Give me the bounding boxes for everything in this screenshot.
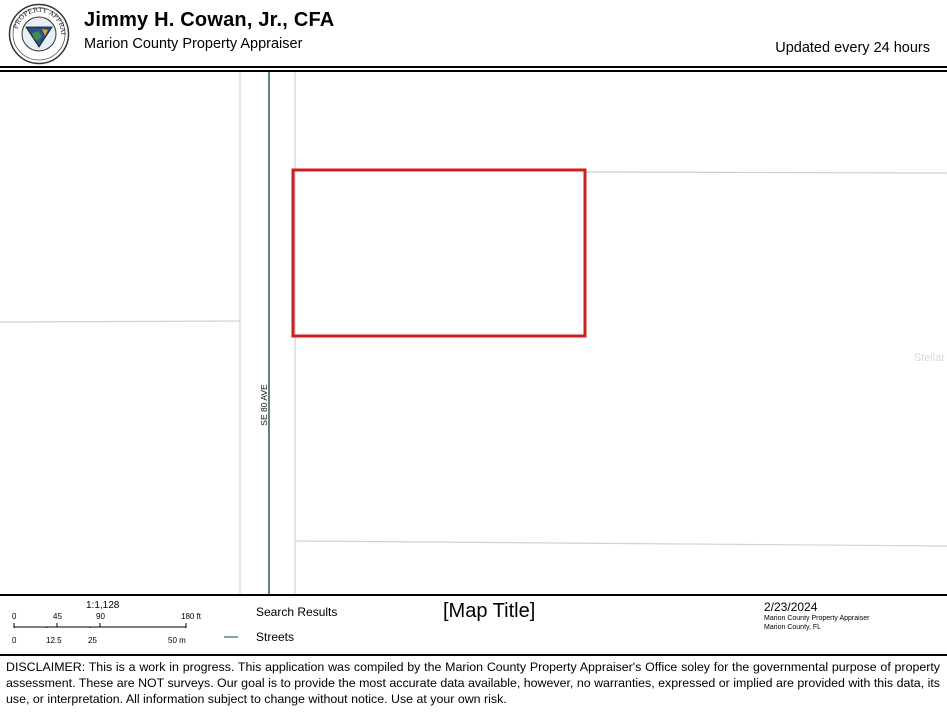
- scale-feet-label: 90: [96, 612, 105, 621]
- header-divider: [0, 66, 947, 68]
- parcel-boundary-line: [0, 320, 241, 323]
- disclaimer-text: DISCLAIMER: This is a work in progress. …: [6, 660, 940, 706]
- map-bottom-divider: [0, 594, 947, 596]
- legend-streets: Streets: [256, 630, 295, 644]
- scale-meter-label: 25: [88, 636, 97, 645]
- map-legend: 1:1,128 0 45 90 180 ft 0 12.5 25 50 m Se…: [0, 596, 947, 654]
- scale-bar: [13, 623, 187, 628]
- source-line: Marion County Property Appraiser: [764, 615, 870, 622]
- parcel-boundary-line: [585, 171, 947, 174]
- scale-feet-label: 45: [53, 612, 62, 621]
- legend-search-results: Search Results: [256, 605, 338, 619]
- scale-feet-label: 180 ft: [181, 612, 202, 621]
- parcel-boundary-line: [295, 540, 947, 547]
- source-line: Marion County, FL: [764, 624, 822, 631]
- office-name: Marion County Property Appraiser: [84, 36, 303, 52]
- header-divider-secondary: [0, 70, 947, 72]
- search-result-parcel-outline[interactable]: [291, 168, 587, 338]
- map-canvas[interactable]: [0, 72, 947, 594]
- update-frequency: Updated every 24 hours: [775, 40, 930, 56]
- report-header: PROPERTY APPRAISER Jimmy H. Cowan, Jr., …: [0, 0, 947, 66]
- scale-meter-label: 12.5: [46, 636, 62, 645]
- watermark-text: Stellar: [913, 352, 945, 364]
- street-label: SE 80 AVE: [259, 384, 269, 426]
- appraiser-name: Jimmy H. Cowan, Jr., CFA: [84, 9, 335, 31]
- map-title: [Map Title]: [443, 600, 536, 622]
- map-view[interactable]: SE 80 AVE Stellar: [0, 72, 947, 594]
- legend-streets-swatch: [224, 636, 238, 638]
- scale-ratio: 1:1,128: [86, 600, 120, 611]
- scale-feet-label: 0: [12, 612, 17, 621]
- print-date: 2/23/2024: [764, 600, 818, 614]
- scale-meter-label: 50 m: [168, 636, 186, 645]
- scale-meter-label: 0: [12, 636, 17, 645]
- legend-bottom-divider: [0, 654, 947, 656]
- property-appraiser-seal-logo: PROPERTY APPRAISER: [8, 3, 70, 65]
